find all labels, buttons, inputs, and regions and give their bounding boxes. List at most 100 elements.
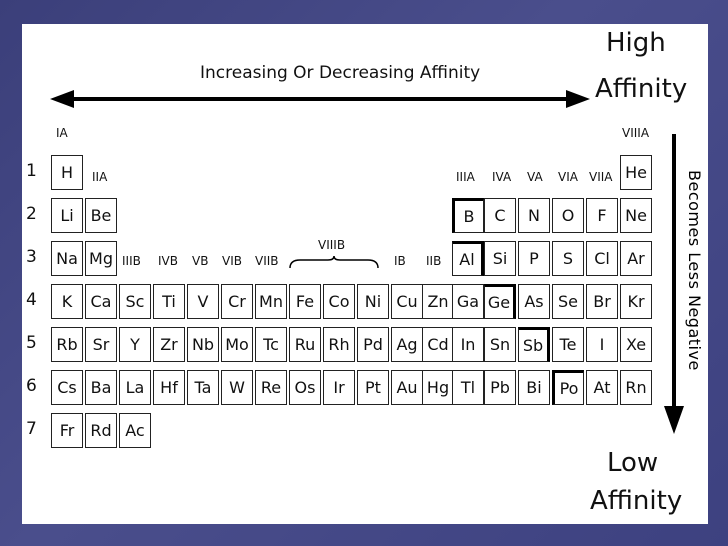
element-os: Os bbox=[289, 370, 321, 405]
arrow-label: Increasing Or Decreasing Affinity bbox=[200, 63, 481, 83]
element-kr: Kr bbox=[620, 284, 652, 319]
group-label-vb: VB bbox=[192, 254, 209, 268]
element-nb: Nb bbox=[187, 327, 219, 362]
element-ru: Ru bbox=[289, 327, 321, 362]
element-xe: Xe bbox=[620, 327, 652, 362]
element-f: F bbox=[586, 198, 618, 233]
period-3: 3 bbox=[26, 247, 37, 267]
element-tc: Tc bbox=[255, 327, 287, 362]
element-al: Al bbox=[452, 241, 484, 276]
element-ti: Ti bbox=[153, 284, 185, 319]
period-6: 6 bbox=[26, 376, 37, 396]
element-au: Au bbox=[391, 370, 423, 405]
element-c: C bbox=[484, 198, 516, 233]
element-w: W bbox=[221, 370, 253, 405]
element-at: At bbox=[586, 370, 618, 405]
element-co: Co bbox=[323, 284, 355, 319]
group-label-viia: VIIA bbox=[589, 170, 613, 184]
element-rb: Rb bbox=[51, 327, 83, 362]
element-sc: Sc bbox=[119, 284, 151, 319]
element-h: H bbox=[51, 155, 83, 190]
element-sb: Sb bbox=[518, 327, 550, 362]
element-se: Se bbox=[552, 284, 584, 319]
element-rh: Rh bbox=[323, 327, 355, 362]
element-fe: Fe bbox=[289, 284, 321, 319]
element-p: P bbox=[518, 241, 550, 276]
period-4: 4 bbox=[26, 290, 37, 310]
element-ne: Ne bbox=[620, 198, 652, 233]
element-ca: Ca bbox=[85, 284, 117, 319]
group-label-iib: IIB bbox=[426, 254, 442, 268]
group-label-ivb: IVB bbox=[158, 254, 178, 268]
group-label-viib: VIIB bbox=[255, 254, 279, 268]
element-zr: Zr bbox=[153, 327, 185, 362]
element-pd: Pd bbox=[357, 327, 389, 362]
element-na: Na bbox=[51, 241, 83, 276]
viiib-brace bbox=[289, 256, 379, 269]
element-b: B bbox=[452, 198, 484, 233]
element-be: Be bbox=[85, 198, 117, 233]
group-label-viiia: VIIIA bbox=[622, 126, 650, 140]
element-cu: Cu bbox=[391, 284, 423, 319]
element-zn: Zn bbox=[422, 284, 454, 319]
element-ba: Ba bbox=[85, 370, 117, 405]
element-fr: Fr bbox=[51, 413, 83, 448]
group-label-va: VA bbox=[527, 170, 543, 184]
vertical-arrow bbox=[664, 134, 684, 434]
element-k: K bbox=[51, 284, 83, 319]
element-cr: Cr bbox=[221, 284, 253, 319]
element-ni: Ni bbox=[357, 284, 389, 319]
element-s: S bbox=[552, 241, 584, 276]
element-ir: Ir bbox=[323, 370, 355, 405]
element-ag: Ag bbox=[391, 327, 423, 362]
horizontal-double-arrow bbox=[50, 90, 590, 108]
element-y: Y bbox=[119, 327, 151, 362]
element-mn: Mn bbox=[255, 284, 287, 319]
group-label-vib: VIB bbox=[222, 254, 242, 268]
element-ga: Ga bbox=[452, 284, 484, 319]
element-he: He bbox=[620, 155, 652, 190]
element-tl: Tl bbox=[452, 370, 484, 405]
group-label-iva: IVA bbox=[492, 170, 512, 184]
element-re: Re bbox=[255, 370, 287, 405]
element-te: Te bbox=[552, 327, 584, 362]
element-in: In bbox=[452, 327, 484, 362]
element-cs: Cs bbox=[51, 370, 83, 405]
element-cl: Cl bbox=[586, 241, 618, 276]
low-label-line1: Low bbox=[607, 448, 659, 478]
element-hf: Hf bbox=[153, 370, 185, 405]
element-br: Br bbox=[586, 284, 618, 319]
high-label-line1: High bbox=[606, 28, 666, 58]
high-label-line2: Affinity bbox=[595, 74, 688, 104]
element-i: I bbox=[586, 327, 618, 362]
element-n: N bbox=[518, 198, 550, 233]
element-mg: Mg bbox=[85, 241, 117, 276]
element-bi: Bi bbox=[518, 370, 550, 405]
group-label-ia: IA bbox=[56, 126, 68, 140]
element-ge: Ge bbox=[484, 284, 516, 319]
element-rn: Rn bbox=[620, 370, 652, 405]
element-ta: Ta bbox=[187, 370, 219, 405]
element-ac: Ac bbox=[119, 413, 151, 448]
element-ar: Ar bbox=[620, 241, 652, 276]
group-label-ib: IB bbox=[394, 254, 406, 268]
element-pb: Pb bbox=[484, 370, 516, 405]
element-po: Po bbox=[552, 370, 584, 405]
element-rd: Rd bbox=[85, 413, 117, 448]
group-label-via: VIA bbox=[558, 170, 578, 184]
vertical-label: Becomes Less Negative bbox=[685, 170, 704, 371]
element-v: V bbox=[187, 284, 219, 319]
element-la: La bbox=[119, 370, 151, 405]
group-label-viiib: VIIIB bbox=[318, 238, 346, 252]
period-2: 2 bbox=[26, 204, 37, 224]
element-hg: Hg bbox=[422, 370, 454, 405]
element-o: O bbox=[552, 198, 584, 233]
element-sn: Sn bbox=[484, 327, 516, 362]
element-as: As bbox=[518, 284, 550, 319]
element-sr: Sr bbox=[85, 327, 117, 362]
slide: Increasing Or Decreasing Affinity High A… bbox=[22, 24, 708, 524]
element-cd: Cd bbox=[422, 327, 454, 362]
group-label-iia: IIA bbox=[92, 170, 108, 184]
period-1: 1 bbox=[26, 161, 37, 181]
group-label-iiib: IIIB bbox=[122, 254, 141, 268]
